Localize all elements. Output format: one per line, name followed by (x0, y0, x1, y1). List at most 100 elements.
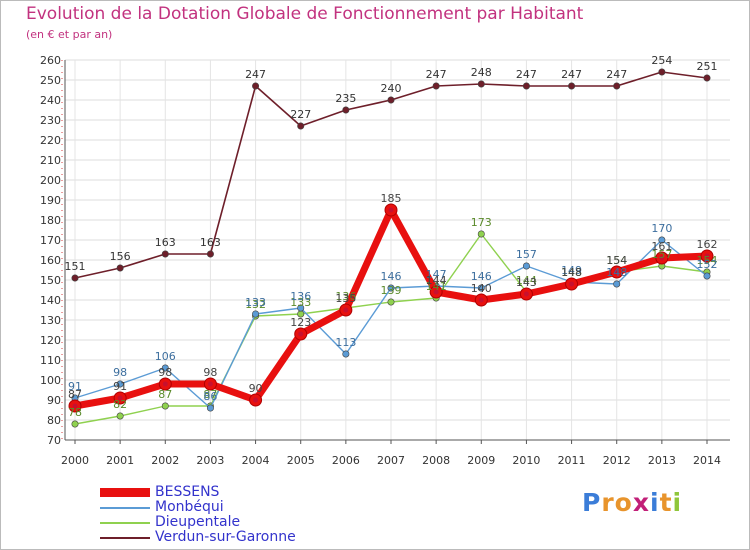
data-label-monb-qui: 113 (335, 336, 356, 349)
data-label-bessens: 140 (471, 282, 492, 295)
data-label-dieupentale: 87 (158, 388, 172, 401)
data-label-monb-qui: 170 (651, 222, 672, 235)
data-label-bessens: 162 (697, 238, 718, 251)
x-tick-label: 2000 (61, 454, 89, 467)
data-label-dieupentale: 157 (651, 248, 672, 261)
y-tick-label: 230 (40, 114, 61, 127)
point-core-bessens (72, 403, 78, 409)
legend-label: Monbéqui (155, 499, 224, 515)
data-label-bessens: 87 (68, 388, 82, 401)
data-label-monb-qui: 86 (203, 390, 217, 403)
point-monb-qui (703, 272, 711, 280)
data-label-monb-qui: 148 (606, 266, 627, 279)
y-tick-label: 240 (40, 94, 61, 107)
x-tick-label: 2008 (422, 454, 450, 467)
data-label-verdun-sur-garonne: 251 (697, 60, 718, 73)
point-core-bessens (704, 253, 710, 259)
y-tick-label: 100 (40, 374, 61, 387)
data-label-dieupentale: 154 (697, 254, 718, 267)
data-label-monb-qui: 152 (697, 258, 718, 271)
data-label-bessens: 98 (158, 366, 172, 379)
data-label-monb-qui: 157 (516, 248, 537, 261)
y-tick-label: 170 (40, 234, 61, 247)
x-tick-label: 2001 (106, 454, 134, 467)
data-label-monb-qui: 98 (113, 366, 127, 379)
data-label-dieupentale: 132 (245, 298, 266, 311)
point-monb-qui (658, 236, 666, 244)
data-label-monb-qui: 149 (561, 264, 582, 277)
y-tick-label: 190 (40, 194, 61, 207)
x-tick-label: 2004 (242, 454, 270, 467)
data-label-verdun-sur-garonne: 163 (200, 236, 221, 249)
data-label-bessens: 123 (290, 316, 311, 329)
data-label-dieupentale: 141 (426, 280, 447, 293)
x-tick-label: 2007 (377, 454, 405, 467)
point-core-bessens (659, 255, 665, 261)
point-core-bessens (523, 291, 529, 297)
axes: 7080901001101201301401501601701801902002… (40, 54, 730, 467)
point-dieupentale (71, 420, 79, 428)
data-label-dieupentale: 148 (561, 266, 582, 279)
point-verdun-sur-garonne (432, 82, 440, 90)
data-label-monb-qui: 147 (426, 268, 447, 281)
legend-item-bessens: BESSENS (100, 484, 360, 501)
data-label-verdun-sur-garonne: 227 (290, 108, 311, 121)
data-label-bessens: 98 (203, 366, 217, 379)
logo-letter: P (582, 488, 602, 517)
logo-letter: i (650, 488, 660, 517)
y-tick-label: 70 (47, 434, 61, 447)
point-core-bessens (478, 297, 484, 303)
data-label-monb-qui: 136 (290, 290, 311, 303)
legend-swatch (100, 537, 150, 539)
point-core-bessens (298, 331, 304, 337)
x-tick-label: 2003 (196, 454, 224, 467)
x-tick-label: 2009 (467, 454, 495, 467)
logo-letter: r (601, 488, 615, 517)
legend-item-dieupentale: Dieupentale (100, 514, 360, 531)
proxiti-logo: Proxiti (582, 488, 682, 517)
point-dieupentale (387, 298, 395, 306)
legend-swatch (100, 488, 150, 497)
point-monb-qui (161, 364, 169, 372)
data-labels: 151 156 163 163 247 227 235 240 247 248 247 247 247 2… (65, 54, 718, 419)
data-label-dieupentale: 144 (516, 274, 537, 287)
data-label-bessens: 143 (516, 276, 537, 289)
point-verdun-sur-garonne (658, 68, 666, 76)
data-label-dieupentale: 133 (290, 296, 311, 309)
point-monb-qui (613, 280, 621, 288)
y-tick-label: 130 (40, 314, 61, 327)
data-label-bessens: 90 (249, 382, 263, 395)
point-core-bessens (253, 397, 259, 403)
point-verdun-sur-garonne (71, 274, 79, 282)
y-tick-label: 210 (40, 154, 61, 167)
data-label-verdun-sur-garonne: 247 (426, 68, 447, 81)
data-label-bessens: 161 (651, 240, 672, 253)
point-verdun-sur-garonne (522, 82, 530, 90)
x-tick-label: 2010 (512, 454, 540, 467)
data-label-monb-qui: 91 (68, 380, 82, 393)
point-core-bessens (207, 381, 213, 387)
y-tick-label: 120 (40, 334, 61, 347)
legend-swatch (100, 522, 150, 524)
point-monb-qui (252, 310, 260, 318)
data-label-monb-qui: 146 (381, 270, 402, 283)
x-tick-label: 2012 (603, 454, 631, 467)
x-tick-label: 2011 (558, 454, 586, 467)
y-tick-label: 150 (40, 274, 61, 287)
point-dieupentale (161, 402, 169, 410)
data-label-bessens: 154 (606, 254, 627, 267)
data-label-dieupentale: 136 (335, 290, 356, 303)
data-label-dieupentale: 78 (68, 406, 82, 419)
data-label-verdun-sur-garonne: 235 (335, 92, 356, 105)
y-tick-label: 160 (40, 254, 61, 267)
x-tick-label: 2014 (693, 454, 721, 467)
logo-letter: x (632, 488, 650, 517)
point-dieupentale (116, 412, 124, 420)
data-label-bessens: 148 (561, 266, 582, 279)
data-label-monb-qui: 146 (471, 270, 492, 283)
data-label-verdun-sur-garonne: 247 (245, 68, 266, 81)
data-label-monb-qui: 133 (245, 296, 266, 309)
point-verdun-sur-garonne (477, 80, 485, 88)
point-verdun-sur-garonne (568, 82, 576, 90)
